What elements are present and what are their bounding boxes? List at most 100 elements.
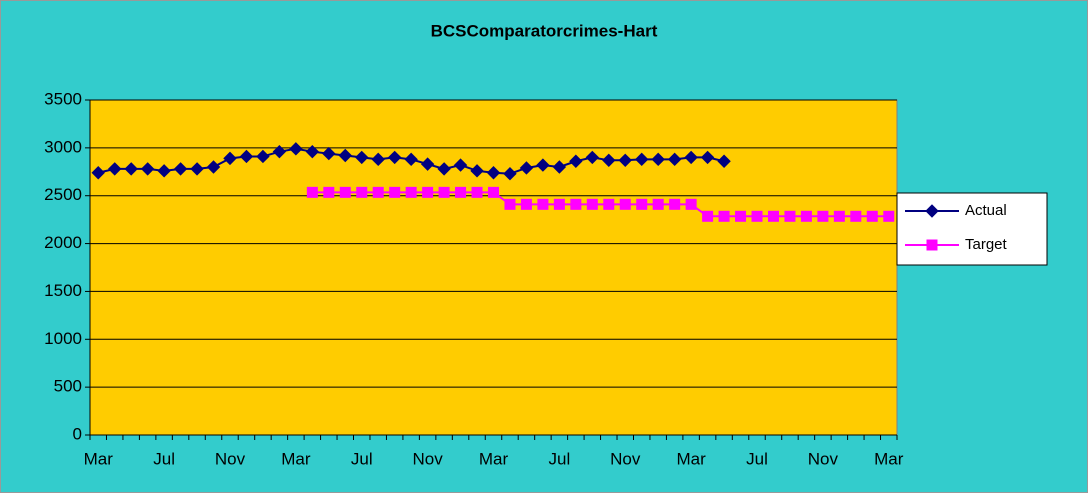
chart-title: BCSComparatorcrimes-Hart: [431, 21, 658, 40]
data-point: [438, 186, 450, 198]
data-point: [323, 186, 335, 198]
x-tick-label: Nov: [808, 449, 839, 468]
y-tick-label: 1500: [44, 281, 82, 300]
data-point: [389, 186, 401, 198]
data-point: [206, 160, 221, 174]
data-point: [866, 210, 878, 222]
data-point: [157, 164, 171, 178]
y-tick-label: 2000: [44, 233, 82, 252]
x-tick-label: Mar: [874, 449, 904, 468]
legend-box: [896, 192, 1048, 266]
data-point: [387, 150, 402, 165]
data-point: [503, 166, 517, 181]
data-point: [751, 210, 763, 222]
data-point: [453, 158, 468, 172]
data-point: [636, 198, 648, 210]
x-tick-label: Mar: [676, 449, 706, 468]
y-tick-label: 0: [73, 424, 82, 443]
data-point: [553, 198, 565, 210]
data-point: [586, 198, 598, 210]
data-point: [537, 198, 549, 210]
data-point: [488, 186, 499, 198]
data-point: [684, 150, 698, 165]
x-tick-label: Nov: [610, 449, 641, 468]
x-tick-label: Jul: [351, 449, 373, 468]
data-point: [405, 186, 417, 198]
data-point: [767, 210, 779, 222]
y-tick-label: 3500: [44, 89, 82, 108]
data-point: [520, 198, 532, 210]
data-point: [107, 162, 122, 176]
data-point: [305, 144, 320, 159]
legend-marker: [925, 204, 939, 218]
x-tick-label: Mar: [479, 449, 509, 468]
x-tick-label: Jul: [746, 449, 768, 468]
data-point: [800, 210, 812, 222]
data-point: [784, 210, 796, 222]
data-point: [669, 198, 681, 210]
x-tick-label: Nov: [413, 449, 444, 468]
legend-label: Actual: [965, 202, 1007, 219]
data-point: [486, 166, 501, 180]
x-tick-label: Mar: [84, 449, 114, 468]
data-point: [817, 210, 829, 222]
data-point: [717, 154, 731, 168]
data-point: [371, 152, 385, 167]
data-point: [437, 162, 451, 176]
data-point: [585, 150, 600, 165]
data-point: [470, 164, 484, 178]
data-point: [422, 186, 434, 198]
data-point: [256, 149, 270, 164]
data-point: [356, 186, 368, 198]
data-point: [471, 186, 483, 198]
x-tick-label: Jul: [153, 449, 175, 468]
data-point: [652, 198, 664, 210]
legend-label: Target: [965, 236, 1008, 253]
data-point: [239, 149, 254, 164]
data-point: [322, 146, 336, 161]
data-point: [223, 151, 237, 166]
data-point: [519, 161, 534, 175]
data-point: [404, 152, 418, 167]
data-point: [735, 210, 747, 222]
plot-area: [89, 99, 898, 436]
data-point: [455, 186, 467, 198]
data-point: [702, 210, 714, 222]
x-tick-label: Nov: [215, 449, 246, 468]
y-tick-label: 3000: [44, 137, 82, 156]
legend-marker: [926, 239, 938, 251]
data-point: [91, 166, 105, 180]
data-point: [338, 148, 352, 163]
data-point: [124, 162, 138, 176]
data-point: [536, 158, 550, 172]
data-point: [700, 150, 715, 165]
data-point: [718, 210, 730, 222]
data-point: [602, 153, 616, 168]
data-point: [667, 152, 682, 167]
data-point: [190, 162, 204, 176]
data-point: [173, 162, 188, 176]
data-point: [850, 210, 862, 222]
data-point: [618, 153, 632, 168]
y-tick-label: 2500: [44, 185, 82, 204]
data-point: [570, 198, 582, 210]
data-point: [355, 150, 369, 165]
data-point: [372, 186, 384, 198]
data-point: [685, 198, 697, 210]
y-tick-label: 1000: [44, 329, 82, 348]
data-point: [306, 186, 318, 198]
data-point: [272, 144, 287, 159]
data-point: [552, 160, 567, 174]
data-point: [833, 210, 845, 222]
data-point: [883, 210, 895, 222]
data-point: [569, 154, 583, 168]
data-point: [651, 152, 665, 167]
x-tick-label: Jul: [549, 449, 571, 468]
y-tick-label: 500: [54, 377, 82, 396]
data-point: [504, 198, 516, 210]
data-point: [603, 198, 615, 210]
data-point: [339, 186, 351, 198]
data-point: [289, 142, 303, 156]
data-point: [140, 162, 155, 176]
